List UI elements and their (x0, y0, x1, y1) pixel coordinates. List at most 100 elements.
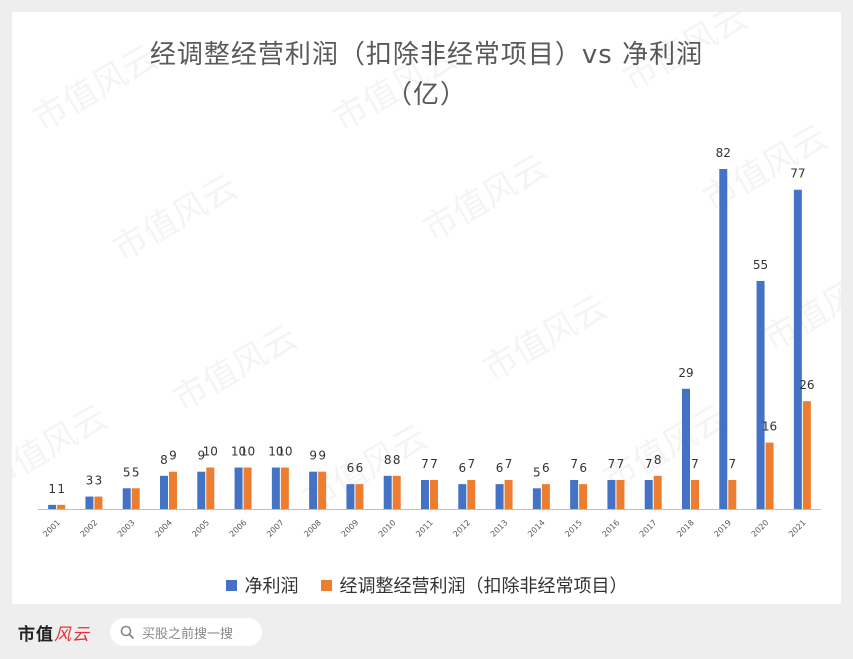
data-label-adjusted-profit: 8 (654, 453, 662, 467)
bar-net-profit (383, 475, 392, 509)
watermark-text: 市值风云 (417, 147, 555, 250)
data-label-net-profit: 82 (716, 146, 731, 160)
data-label-net-profit: 7 (421, 457, 429, 471)
data-label-net-profit: 29 (678, 366, 693, 380)
search-box[interactable]: 买股之前搜一搜 (110, 618, 262, 646)
bar-adjusted-profit (57, 504, 66, 509)
bar-net-profit (346, 484, 355, 509)
data-label-adjusted-profit: 7 (505, 457, 513, 471)
x-tick-label: 2004 (153, 518, 174, 539)
x-tick-label: 2021 (787, 518, 808, 539)
bar-adjusted-profit (616, 479, 625, 509)
data-label-net-profit: 10 (268, 445, 283, 459)
brand-logo[interactable]: 市值风云 (18, 620, 90, 645)
data-label-net-profit: 6 (496, 461, 504, 475)
data-label-adjusted-profit: 9 (318, 449, 326, 463)
x-tick-label: 2007 (265, 518, 286, 539)
watermark-text: 市值风云 (477, 287, 615, 390)
data-label-adjusted-profit: 7 (430, 457, 438, 471)
watermark-text: 市值风云 (27, 37, 165, 140)
bar-adjusted-profit (392, 475, 401, 509)
data-label-net-profit: 7 (570, 457, 578, 471)
bar-net-profit (532, 488, 541, 509)
bar-adjusted-profit (691, 479, 699, 509)
bar-net-profit (48, 504, 57, 509)
bar-net-profit (85, 496, 94, 509)
search-icon (120, 625, 134, 639)
bar-adjusted-profit (355, 484, 364, 509)
bar-adjusted-profit (802, 401, 811, 509)
data-label-net-profit: 7 (608, 457, 616, 471)
bar-net-profit (309, 471, 318, 509)
bar-net-profit (458, 484, 467, 509)
legend-item-adjusted-profit: 经调整经营利润（扣除非经常项目） (320, 572, 628, 598)
x-tick-label: 2020 (750, 518, 771, 539)
data-label-net-profit: 10 (231, 445, 246, 459)
bar-net-profit (570, 479, 579, 509)
data-label-adjusted-profit: 10 (203, 445, 218, 459)
bar-net-profit (495, 484, 504, 509)
bar-net-profit (719, 169, 728, 509)
data-label-net-profit: 7 (645, 457, 653, 471)
chart-legend: 净利润 经调整经营利润（扣除非经常项目） (12, 572, 841, 598)
x-tick-label: 2010 (377, 518, 398, 539)
legend-label-adjusted-profit: 经调整经营利润（扣除非经常项目） (339, 576, 628, 597)
data-label-adjusted-profit: 10 (277, 445, 292, 459)
x-tick-label: 2016 (601, 518, 622, 539)
data-label-adjusted-profit: 6 (356, 461, 364, 475)
chart-title: 经调整经营利润（扣除非经常项目）vs 净利润 (149, 40, 704, 70)
bar-adjusted-profit (131, 488, 140, 509)
bar-adjusted-profit (653, 475, 662, 509)
x-tick-label: 2006 (228, 518, 249, 539)
data-label-net-profit: 1 (48, 482, 56, 496)
bar-adjusted-profit (541, 484, 550, 509)
bar-net-profit (644, 479, 653, 509)
legend-label-net-profit: 净利润 (244, 576, 299, 597)
x-tick-label: 2015 (563, 518, 584, 539)
data-label-net-profit: 5 (533, 465, 541, 479)
x-tick-label: 2018 (675, 518, 696, 539)
bar-adjusted-profit (728, 479, 737, 509)
bar-net-profit (756, 280, 765, 509)
brand-logo-text: 市值 (18, 625, 54, 645)
bar-adjusted-profit (467, 479, 476, 509)
data-label-net-profit: 8 (160, 453, 168, 467)
data-label-net-profit: 77 (790, 167, 805, 181)
data-label-adjusted-profit: 7 (728, 457, 736, 471)
data-label-adjusted-profit: 7 (691, 457, 699, 471)
bar-adjusted-profit (504, 479, 513, 509)
bar-net-profit (271, 467, 280, 509)
data-label-net-profit: 9 (309, 449, 317, 463)
watermark-text: 市值风云 (327, 37, 465, 140)
x-tick-label: 2008 (302, 518, 323, 539)
data-label-net-profit: 5 (123, 465, 131, 479)
bar-adjusted-profit (169, 471, 177, 509)
watermark-text: 市值风云 (697, 117, 835, 220)
data-label-adjusted-profit: 26 (799, 378, 814, 392)
data-label-adjusted-profit: 8 (393, 453, 401, 467)
data-label-adjusted-profit: 5 (132, 465, 140, 479)
x-tick-label: 2013 (489, 518, 510, 539)
x-tick-label: 2019 (712, 518, 733, 539)
data-label-adjusted-profit: 16 (762, 420, 777, 434)
data-label-net-profit: 9 (197, 449, 205, 463)
data-label-adjusted-profit: 9 (169, 449, 177, 463)
legend-item-net-profit: 净利润 (225, 572, 299, 598)
bar-adjusted-profit (206, 467, 215, 509)
bar-adjusted-profit (94, 496, 103, 509)
chart-title-unit: （亿） (385, 80, 467, 110)
data-label-net-profit: 6 (347, 461, 355, 475)
bar-net-profit (421, 479, 429, 509)
bar-net-profit (197, 471, 206, 509)
x-tick-label: 2002 (79, 518, 100, 539)
data-label-adjusted-profit: 6 (579, 461, 587, 475)
bar-net-profit (682, 388, 690, 509)
x-tick-label: 2017 (638, 518, 659, 539)
bar-adjusted-profit (765, 442, 774, 509)
bar-adjusted-profit (318, 471, 327, 509)
x-tick-label: 2011 (414, 518, 435, 539)
bar-net-profit (793, 189, 802, 510)
bar-adjusted-profit (243, 467, 252, 509)
x-tick-label: 2005 (190, 518, 211, 539)
